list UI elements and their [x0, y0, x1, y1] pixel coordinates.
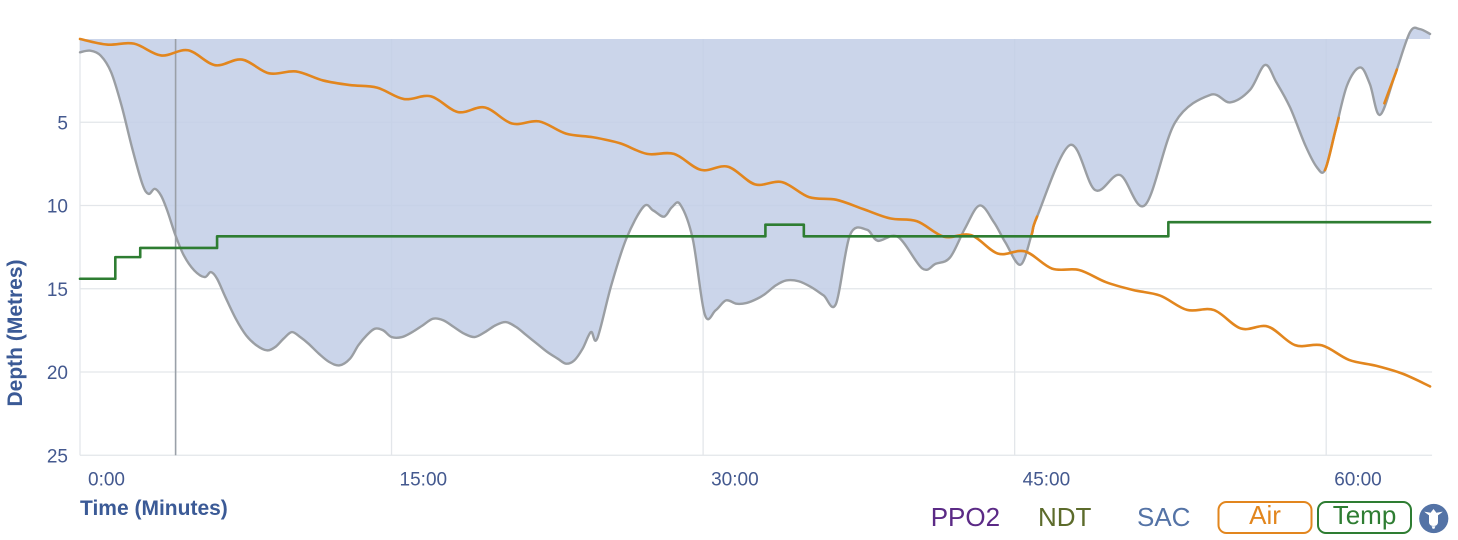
svg-text:Depth (Metres): Depth (Metres)	[4, 259, 27, 406]
svg-text:Time (Minutes): Time (Minutes)	[80, 497, 228, 520]
svg-text:NDT: NDT	[1038, 502, 1092, 532]
svg-text:5: 5	[57, 113, 68, 134]
svg-text:25: 25	[47, 446, 68, 467]
svg-text:30:00: 30:00	[711, 469, 759, 490]
svg-text:Temp: Temp	[1333, 500, 1397, 530]
svg-text:10: 10	[47, 197, 68, 218]
svg-text:15:00: 15:00	[400, 469, 448, 490]
svg-text:0:00: 0:00	[88, 469, 125, 490]
svg-text:45:00: 45:00	[1023, 469, 1071, 490]
svg-text:Air: Air	[1249, 500, 1281, 530]
svg-text:20: 20	[47, 363, 68, 384]
svg-text:60:00: 60:00	[1334, 469, 1382, 490]
svg-text:PPO2: PPO2	[931, 502, 1000, 532]
svg-text:SAC: SAC	[1137, 502, 1190, 532]
svg-text:15: 15	[47, 280, 68, 301]
